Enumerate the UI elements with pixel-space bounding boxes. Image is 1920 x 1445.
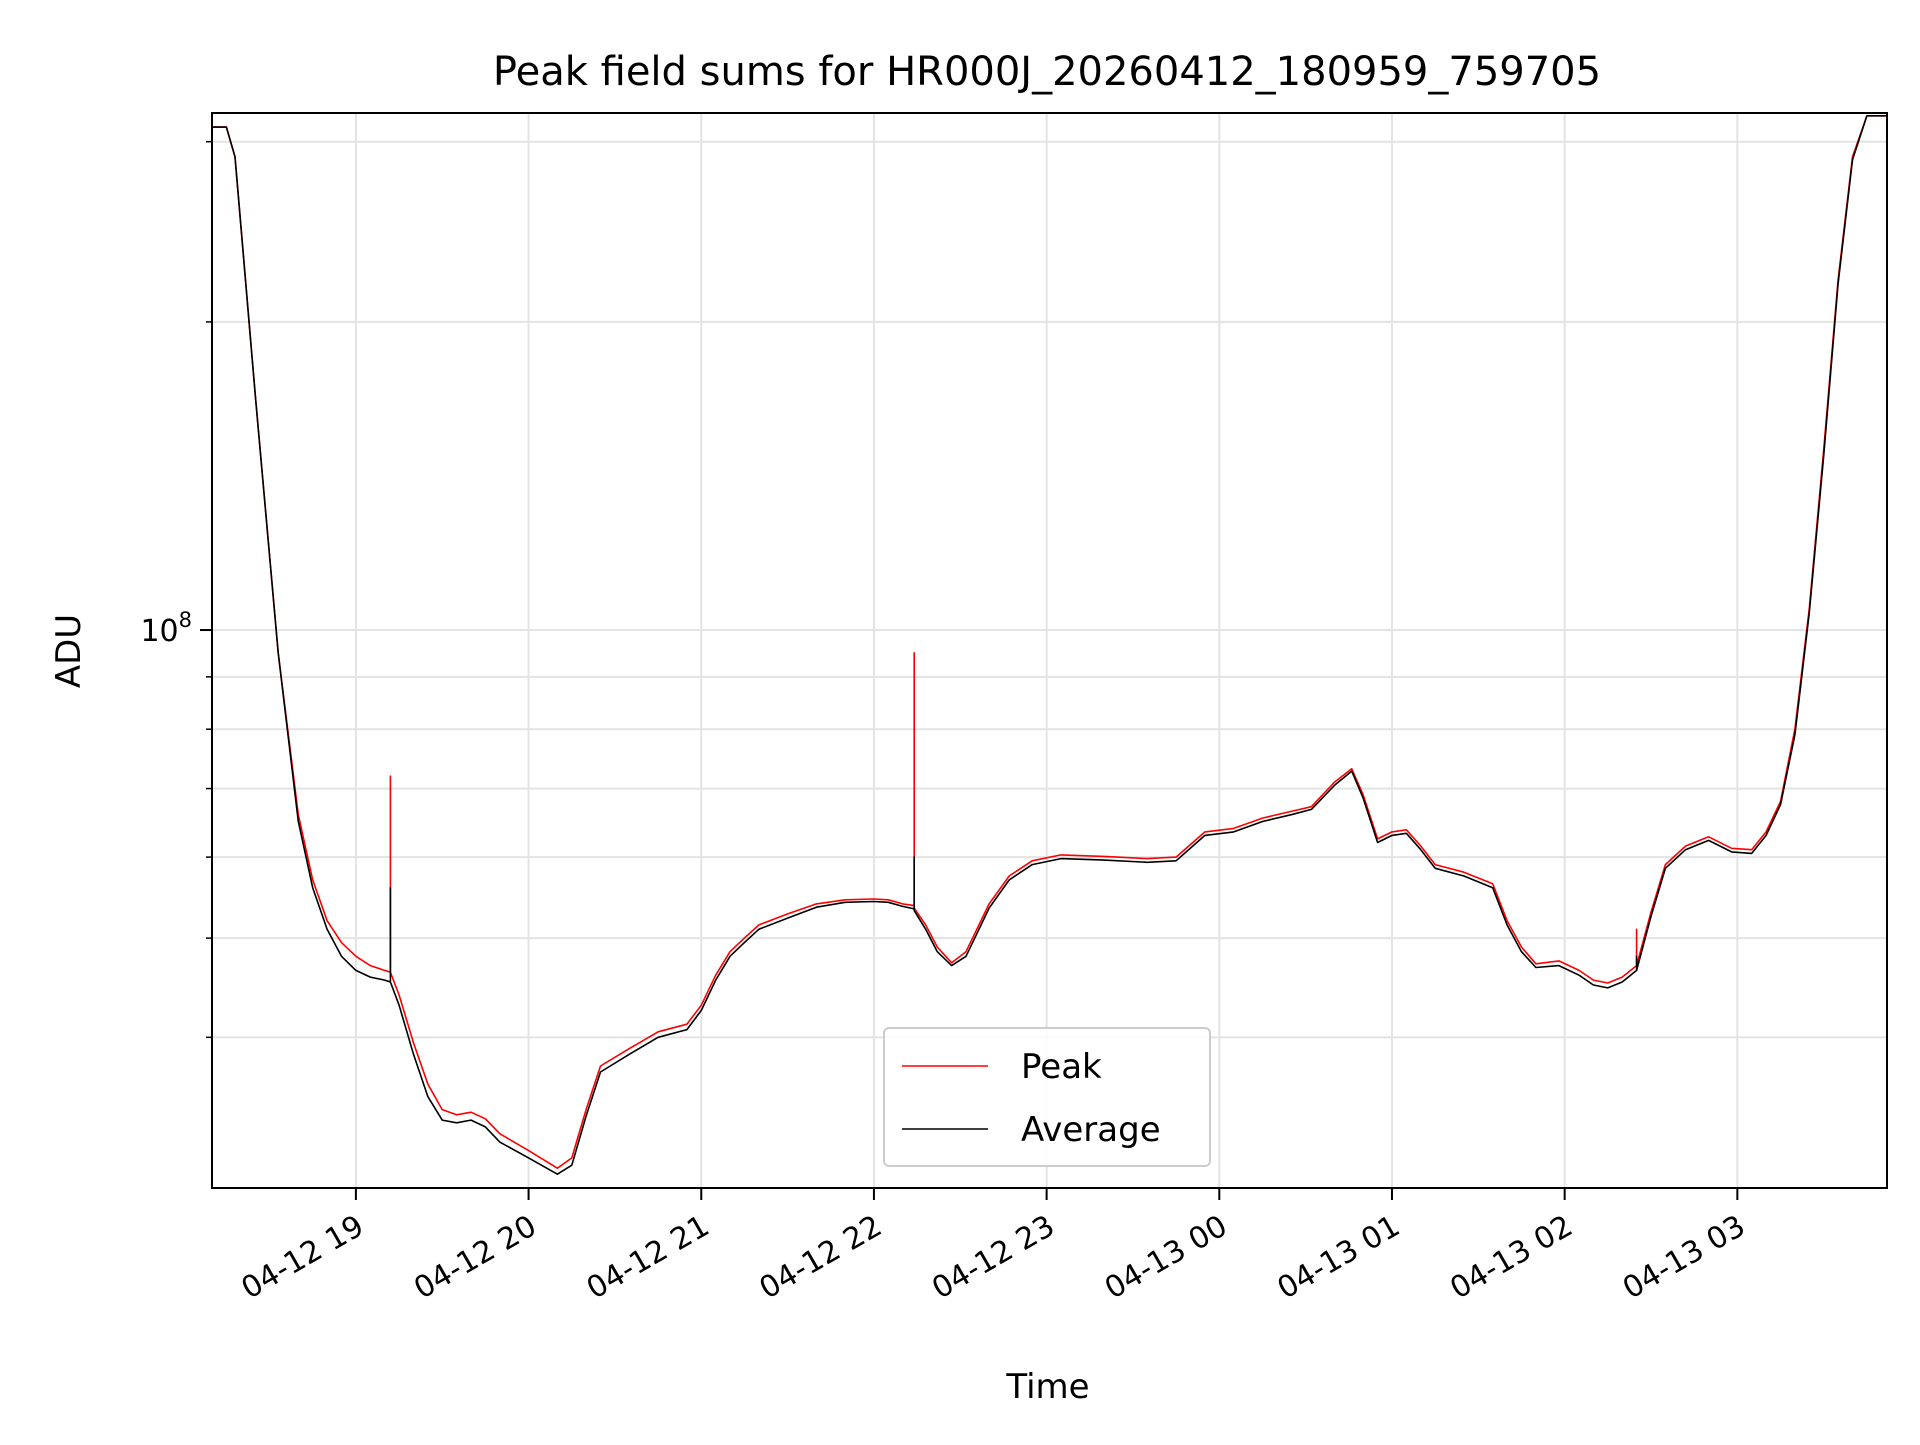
- plot-frame: [211, 112, 1888, 1189]
- y-axis: 108: [140, 140, 212, 1039]
- series-line-peak: [212, 115, 1887, 1169]
- chart-title: Peak field sums for HR000J_20260412_1809…: [493, 49, 1601, 95]
- series-layer: [212, 115, 1887, 1175]
- legend-label-peak: Peak: [1021, 1047, 1102, 1087]
- y-tick-label: 108: [140, 608, 192, 649]
- legend-label-average: Average: [1021, 1110, 1161, 1150]
- x-axis-label: Time: [1005, 1367, 1089, 1407]
- legend-box: [883, 1027, 1211, 1167]
- y-axis-label: ADU: [49, 614, 89, 688]
- grid-layer: [212, 113, 1887, 1188]
- series-line-average: [212, 115, 1887, 1175]
- legend: Peak Average: [883, 1027, 1211, 1167]
